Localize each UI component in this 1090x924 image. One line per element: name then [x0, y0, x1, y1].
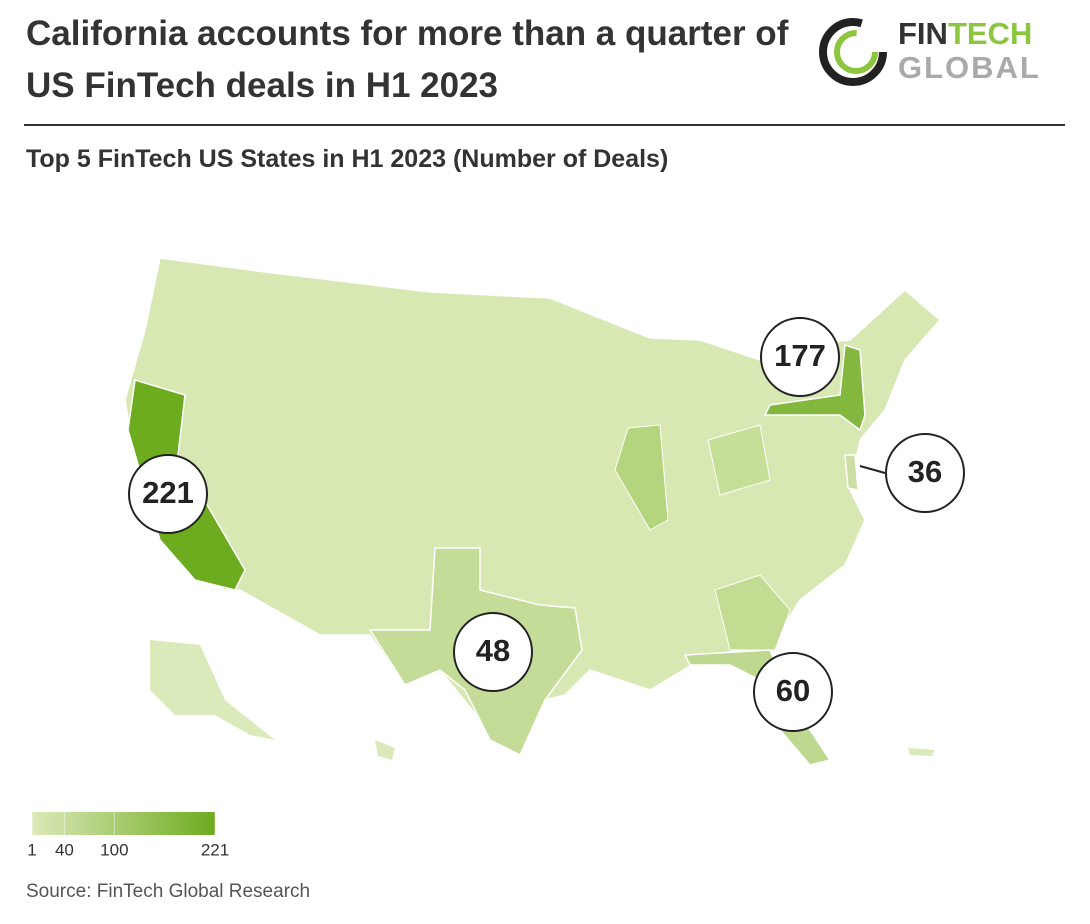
logo: FINTECH GLOBAL [819, 16, 1041, 86]
callout [453, 612, 533, 692]
callout-label: 36 [908, 454, 942, 489]
callout [128, 454, 208, 534]
legend-label: 100 [100, 840, 128, 859]
state [707, 424, 771, 496]
callout [760, 317, 840, 397]
alaska [150, 640, 275, 740]
callout-label: 221 [142, 475, 194, 510]
logo-ring [834, 30, 878, 74]
legend-label: 40 [55, 840, 74, 859]
leader-line [859, 465, 886, 474]
logo-text: FINTECH [898, 16, 1032, 51]
state [714, 574, 791, 651]
state-fill [844, 454, 859, 491]
title: California accounts for more than a quar… [26, 14, 789, 105]
subtitle: Top 5 FinTech US States in H1 2023 (Numb… [26, 145, 669, 173]
callout [753, 652, 833, 732]
state [614, 424, 669, 531]
callout-label: 177 [774, 338, 826, 373]
logo-text: GLOBAL [898, 50, 1041, 85]
callout-label: 60 [776, 673, 810, 708]
islands [908, 748, 935, 756]
hawaii [375, 740, 395, 760]
legend-label: 1 [27, 840, 36, 859]
logo-ring [819, 18, 887, 86]
legend-bar [32, 812, 215, 835]
callout-label: 48 [476, 633, 510, 668]
source: Source: FinTech Global Research [26, 881, 311, 902]
divider [24, 124, 1065, 126]
legend-label: 221 [201, 840, 229, 859]
callout [885, 433, 965, 513]
state-fill [763, 343, 866, 432]
